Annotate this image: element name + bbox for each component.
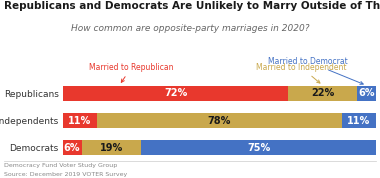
Text: Married to Independent: Married to Independent: [256, 63, 346, 83]
Text: 6%: 6%: [64, 143, 80, 153]
Text: 78%: 78%: [208, 116, 231, 126]
Text: 11%: 11%: [68, 116, 92, 126]
Text: 6%: 6%: [359, 88, 375, 98]
Text: 75%: 75%: [247, 143, 270, 153]
Text: Married to Republican: Married to Republican: [89, 63, 174, 82]
Text: Married to Democrat: Married to Democrat: [268, 57, 363, 84]
Bar: [288, 86, 357, 101]
Bar: [342, 113, 376, 128]
Bar: [63, 86, 288, 101]
Text: Source: December 2019 VOTER Survey: Source: December 2019 VOTER Survey: [4, 172, 127, 177]
Bar: [357, 86, 376, 101]
Text: Republicans and Democrats Are Unlikely to Marry Outside of Their Party: Republicans and Democrats Are Unlikely t…: [4, 1, 380, 11]
Text: 19%: 19%: [100, 143, 123, 153]
Text: 22%: 22%: [311, 88, 334, 98]
Bar: [81, 140, 141, 155]
Text: 11%: 11%: [347, 116, 370, 126]
Text: Democracy Fund Voter Study Group: Democracy Fund Voter Study Group: [4, 163, 117, 168]
Text: 72%: 72%: [164, 88, 187, 98]
Bar: [141, 140, 376, 155]
Bar: [97, 113, 342, 128]
Text: How common are opposite-party marriages in 2020?: How common are opposite-party marriages …: [71, 24, 309, 33]
Bar: [63, 140, 81, 155]
Bar: [63, 113, 97, 128]
